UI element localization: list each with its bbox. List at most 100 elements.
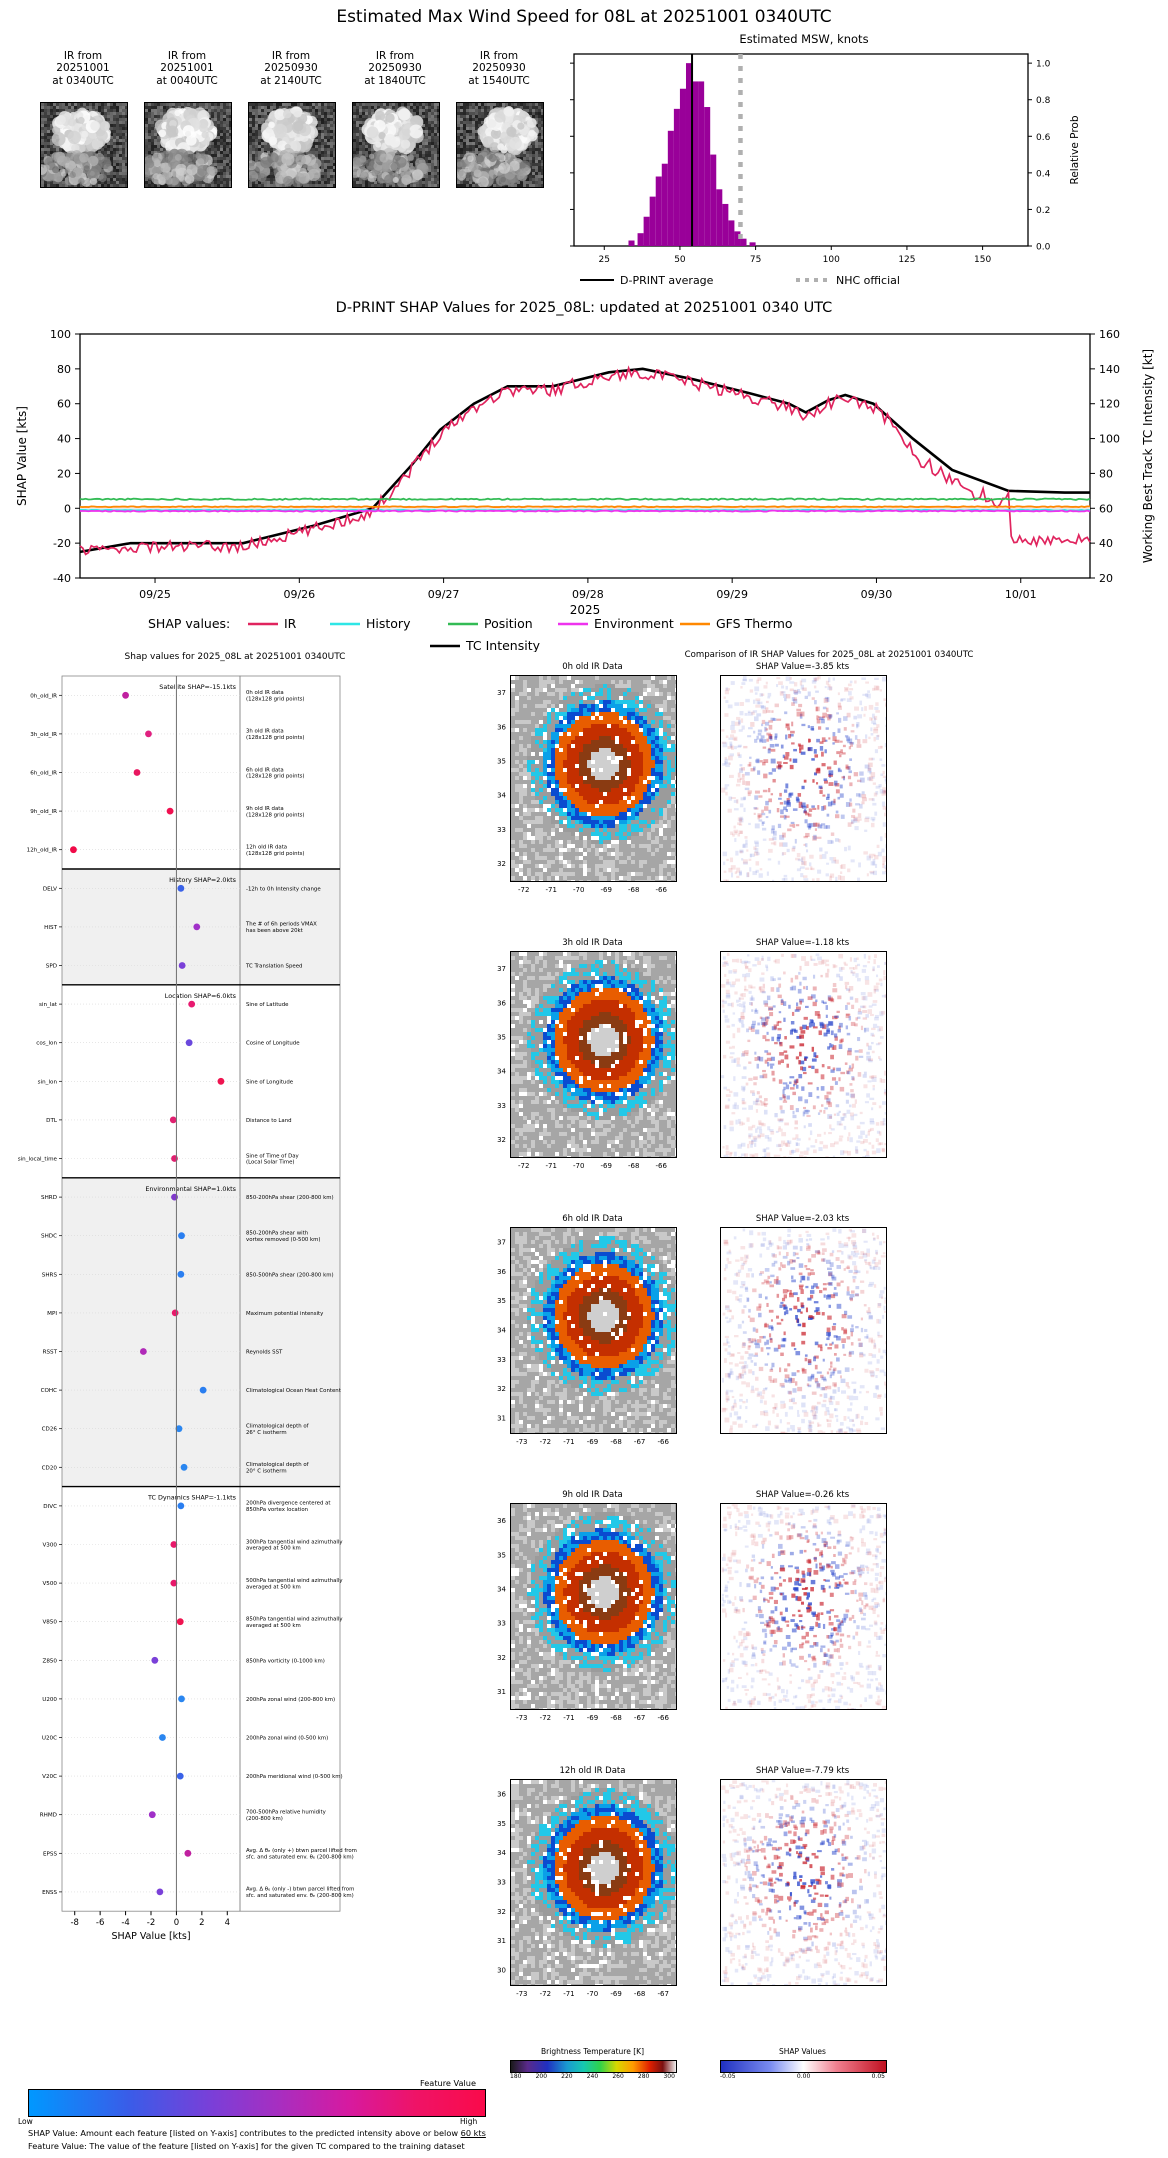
shap-feature-description: sfc. and saturated env. θₑ (200-800 km) (246, 1893, 354, 1899)
shap-map-axes (720, 951, 885, 1176)
shap-values-colorbar (720, 2060, 887, 2073)
ir-frame-label-line: 20250930 (442, 62, 556, 74)
msw-histogram-panel: Estimated MSW, knots 25 50 75 100 125 150 0.0 0… (556, 32, 1156, 297)
colorbar-tick: 240 (587, 2073, 598, 2080)
shap-map-title: SHAP Value=-3.85 kts (720, 662, 885, 672)
map-ytick: 36 (497, 723, 506, 731)
colorbar-tick: 180 (510, 2073, 521, 2080)
ts-xtick: 09/27 (428, 588, 460, 601)
map-ytick: 32 (497, 860, 506, 868)
brightness-temperature-label: Brightness Temperature [K] (490, 2047, 695, 2056)
histogram-ytick: 0.4 (1036, 169, 1051, 179)
shap-point (166, 807, 174, 815)
histogram-bar (704, 107, 711, 247)
map-xtick: -69 (601, 886, 612, 894)
shap-feature-description: averaged at 500 km (246, 1623, 301, 1629)
histogram-bar (749, 242, 756, 246)
histogram-bar (661, 163, 668, 246)
ts-xtick: 09/25 (139, 588, 171, 601)
ts-ytick-right: 100 (1099, 433, 1120, 446)
shap-feature-description: Sine of Time of Day (246, 1153, 300, 1159)
shap-feature-label: RHMD (40, 1813, 57, 1819)
histogram-xtick: 150 (974, 255, 991, 265)
map-xtick: -73 (516, 1990, 527, 1998)
shap-feature-description: Cosine of Longitude (246, 1041, 300, 1047)
map-ytick: 30 (497, 1966, 506, 1974)
shap-point (180, 1463, 188, 1471)
shap-map-title: SHAP Value=-1.18 kts (720, 938, 885, 948)
ir-frame-label-line: at 2140UTC (234, 75, 348, 87)
shap-point (178, 1232, 185, 1240)
shap-feature-label: SPD (46, 964, 57, 970)
map-ytick: 33 (497, 1620, 506, 1628)
colorbar-tick: 280 (638, 2073, 649, 2080)
histogram-bar (637, 233, 644, 246)
ir-frame-label-line: IR from (442, 50, 556, 62)
map-xtick: -66 (657, 1438, 669, 1446)
ts-ytick-right: 140 (1099, 363, 1120, 376)
shap-point (170, 1541, 178, 1548)
shap-feature-label: V500 (42, 1581, 57, 1587)
map-xtick: -66 (656, 886, 668, 894)
shap-feature-label: HIST (44, 925, 57, 931)
shap-colorbar-ticks: -0.05 0.00 0.05 (720, 2073, 885, 2080)
ir-frame-label: IR from 20251001 at 0040UTC (130, 50, 244, 87)
ir-map-title: 3h old IR Data (510, 938, 675, 948)
shap-feature-label: EPSS (43, 1851, 57, 1857)
shap-feature-description: 200hPa meridional wind (0-500 km) (246, 1774, 343, 1780)
shap-feature-description: 200hPa zonal wind (200-800 km) (246, 1697, 335, 1703)
ir-satellite-image (352, 102, 440, 188)
shap-map-axes (720, 1779, 885, 2004)
map-xtick: -69 (587, 1438, 598, 1446)
colorbar-high-label: High (460, 2117, 477, 2126)
shap-feature-label: 9h_old_IR (30, 809, 57, 815)
shap-feature-description: 200hPa zonal wind (0-500 km) (246, 1736, 328, 1742)
shap-feature-description: 850hPa vortex location (246, 1507, 308, 1513)
map-ytick: 35 (497, 757, 506, 765)
ts-legend-item: Environment (594, 616, 674, 631)
shap-map-title: SHAP Value=-2.03 kts (720, 1214, 885, 1224)
map-ytick: 35 (497, 1820, 506, 1828)
map-ytick: 37 (497, 689, 506, 697)
map-xtick: -68 (634, 1990, 645, 1998)
ir-frame-label: IR from 20251001 at 0340UTC (26, 50, 140, 87)
shap-feature-description: TC Translation Speed (245, 964, 302, 970)
shap-group-label: Environmental SHAP=1.0kts (145, 1185, 236, 1193)
ir-brightness-map (510, 1227, 677, 1434)
colorbar-tick: 260 (612, 2073, 623, 2080)
shap-xtick: -2 (147, 1918, 155, 1928)
shap-spatial-map (720, 951, 887, 1158)
ts-ytick-left: 100 (50, 328, 71, 341)
footer-block: Feature Value Low High SHAP Value: Amoun… (0, 2078, 1168, 2158)
histogram-ytick: 0.2 (1036, 206, 1050, 216)
ir-frame-label-line: 20250930 (338, 62, 452, 74)
shap-spatial-map (720, 1779, 887, 1986)
map-xtick: -70 (573, 886, 584, 894)
ts-ytick-left: 20 (57, 467, 71, 480)
shap-spatial-map (720, 675, 887, 882)
ir-frame-label: IR from 20250930 at 1540UTC (442, 50, 556, 87)
shap-value-note: SHAP Value: Amount each feature [listed … (28, 2128, 486, 2138)
shap-spatial-map (720, 1227, 887, 1434)
map-ytick: 36 (497, 1268, 506, 1276)
histogram-bar (649, 196, 656, 246)
brightness-colorbar-ticks: 180 200 220 240 260 280 300 (510, 2073, 675, 2080)
ir-frame-label-line: at 1840UTC (338, 75, 452, 87)
shap-feature-label: sin_lat (39, 1002, 58, 1008)
shap-feature-description: 6h old IR data (246, 767, 284, 773)
shap-feature-description: (Local Solar Time) (246, 1160, 295, 1166)
position-shap-line (79, 497, 1091, 501)
shap-point (185, 1039, 193, 1047)
shap-feature-description: Maximum potential intensity (246, 1311, 324, 1317)
shap-point (139, 1348, 147, 1355)
map-xtick: -68 (610, 1438, 621, 1446)
shap-point (133, 769, 141, 776)
map-xtick: -67 (657, 1990, 668, 1998)
map-xtick: -67 (634, 1714, 645, 1722)
ir-brightness-map (510, 1503, 677, 1710)
map-xtick: -72 (518, 886, 529, 894)
map-xtick: -69 (587, 1714, 598, 1722)
shap-map-axes (720, 1503, 885, 1728)
shap-feature-description: averaged at 500 km (246, 1546, 301, 1552)
map-xtick: -72 (540, 1990, 551, 1998)
